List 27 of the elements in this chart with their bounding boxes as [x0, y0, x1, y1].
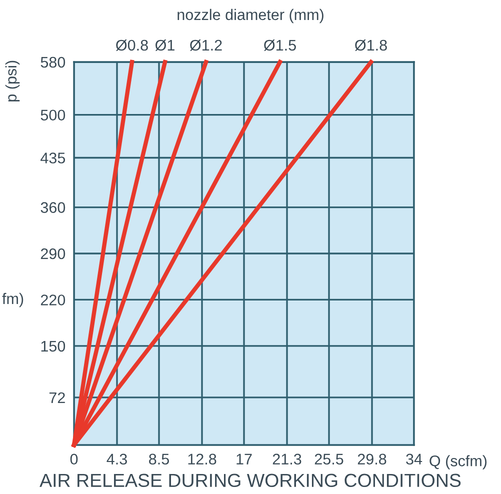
x-tick-label: 4.3	[106, 454, 127, 465]
series-label: Ø1.8	[354, 40, 387, 51]
y-tick-label: 150	[41, 340, 66, 352]
y-tick-label: 435	[40, 152, 66, 164]
x-tick-label: 34	[406, 454, 422, 465]
chart-subtitle: nozzle diameter (mm)	[178, 8, 324, 24]
x-tick-label: 21.3	[272, 454, 302, 465]
series-label: Ø0.8	[116, 40, 148, 51]
text: AIR RELEASE DURING WORKING CONDITIONS	[40, 474, 461, 488]
x-tick-label: 12.8	[188, 454, 216, 465]
x-tick-label: 17	[236, 454, 252, 464]
y-tick-label: 290	[40, 248, 66, 260]
y-tick-label: 500	[40, 110, 66, 121]
y-axis-title: p (psi)	[5, 60, 20, 102]
y-tick-label: 220	[40, 294, 66, 306]
series-label: Ø1.5	[264, 40, 296, 51]
y-tick-label: 72	[49, 392, 65, 403]
x-tick-label: 25.5	[314, 454, 344, 465]
x-axis-title: Q (scfm)	[430, 455, 487, 470]
y-tick-label: 360	[40, 202, 66, 213]
x-tick-label: 0	[70, 454, 78, 465]
y-tick-label: 580	[40, 56, 66, 68]
text: fm)	[2, 292, 24, 308]
series-label: Ø1	[155, 40, 174, 51]
series-label: Ø1.2	[190, 40, 222, 51]
x-tick-label: 29.8	[358, 454, 386, 465]
x-tick-label: 8.5	[149, 454, 169, 465]
